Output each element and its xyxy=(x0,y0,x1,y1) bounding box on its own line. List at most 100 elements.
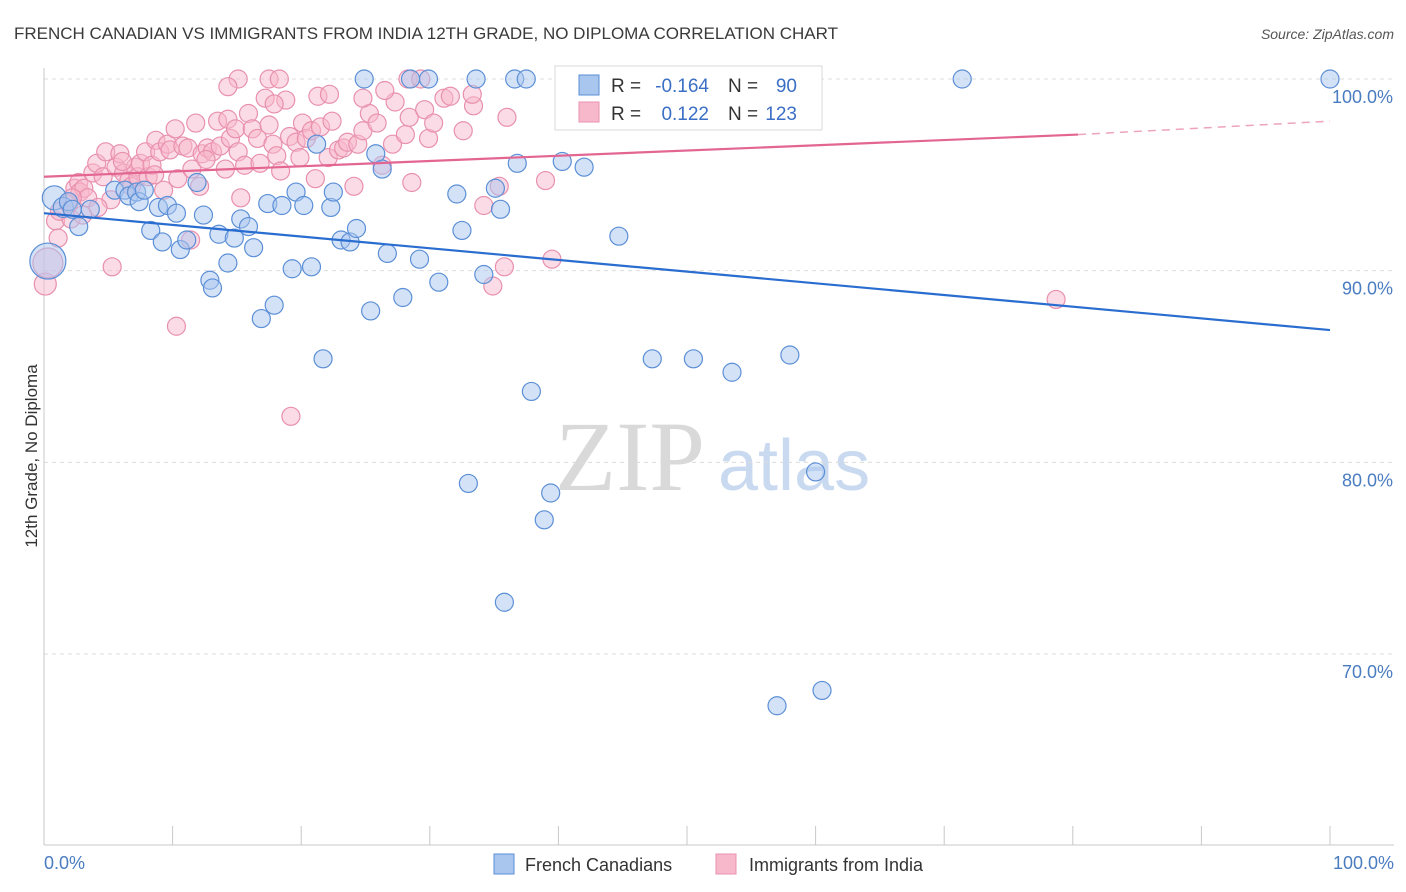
trend-line-india xyxy=(43,133,1078,178)
stats-swatch-blue xyxy=(578,74,600,96)
french-point xyxy=(193,205,214,225)
french-point xyxy=(282,259,302,279)
india-point xyxy=(535,170,556,191)
y-tick-label: 80.0% xyxy=(1342,470,1393,490)
french-point xyxy=(393,287,413,308)
french-point xyxy=(1320,69,1340,89)
india-point xyxy=(367,113,387,133)
india-point xyxy=(186,113,206,133)
x-tick-label-max: 100.0% xyxy=(1333,853,1394,873)
french-point xyxy=(534,510,554,530)
stats-r-label-2: R = xyxy=(611,104,641,125)
french-point xyxy=(272,195,292,216)
legend-label-india: Immigrants from India xyxy=(749,855,924,875)
stats-n-value-1: 90 xyxy=(776,76,797,97)
india-point xyxy=(144,165,165,185)
french-point xyxy=(447,184,467,204)
french-point xyxy=(166,203,187,223)
india-point xyxy=(259,115,279,135)
french-point xyxy=(767,696,787,716)
india-point xyxy=(353,88,373,108)
french-point xyxy=(224,228,244,248)
india-point xyxy=(415,100,435,120)
series-india-points xyxy=(32,69,1066,426)
french-point xyxy=(218,253,238,273)
french-point xyxy=(177,230,197,250)
chart-source: Source: ZipAtlas.com xyxy=(1261,26,1394,42)
watermark-atlas: atlas xyxy=(718,426,870,506)
india-point xyxy=(382,134,403,154)
y-tick-label: 70.0% xyxy=(1342,662,1393,682)
india-point xyxy=(395,124,415,145)
french-point xyxy=(409,249,430,269)
french-point xyxy=(134,180,154,200)
french-point xyxy=(429,272,449,292)
india-point xyxy=(399,107,419,127)
trend-line-india-extrapolated xyxy=(1077,120,1331,136)
french-point xyxy=(494,592,514,612)
french-point xyxy=(466,69,486,89)
french-point xyxy=(244,238,264,258)
french-point xyxy=(780,345,800,365)
india-point xyxy=(375,80,395,101)
french-point xyxy=(152,232,172,252)
india-point xyxy=(102,257,122,277)
french-point xyxy=(609,226,629,246)
french-point xyxy=(541,483,561,503)
french-point xyxy=(361,301,381,321)
french-point xyxy=(516,69,536,89)
french-point xyxy=(490,199,511,219)
french-point xyxy=(29,242,67,280)
french-point xyxy=(301,257,322,277)
french-point xyxy=(474,264,494,285)
legend-label-french: French Canadians xyxy=(525,855,672,875)
india-point xyxy=(226,119,246,139)
y-axis-label: 12th Grade, No Diploma xyxy=(22,364,41,548)
india-point xyxy=(322,111,342,131)
india-point xyxy=(264,94,284,114)
french-point xyxy=(354,69,374,89)
french-point xyxy=(458,473,478,494)
french-point xyxy=(313,349,333,369)
india-point xyxy=(231,188,251,208)
india-point xyxy=(93,167,113,187)
legend-swatch-french xyxy=(493,853,515,875)
india-point xyxy=(344,176,364,196)
india-point xyxy=(165,119,185,139)
india-point xyxy=(218,77,238,97)
trend-line-french xyxy=(43,212,1331,332)
india-point xyxy=(271,161,291,181)
french-point xyxy=(400,69,421,89)
trend-lines xyxy=(43,120,1331,332)
legend-swatch-india xyxy=(715,853,737,875)
chart-title: FRENCH CANADIAN VS IMMIGRANTS FROM INDIA… xyxy=(14,24,838,43)
stats-n-value-2: 123 xyxy=(765,104,797,125)
india-point xyxy=(402,172,422,193)
stats-box: R = -0.164 N = 90 R = 0.122 N = 123 xyxy=(554,65,823,131)
french-point xyxy=(722,362,742,382)
india-point xyxy=(269,69,289,89)
french-point xyxy=(69,216,89,237)
french-point xyxy=(307,134,327,154)
india-point xyxy=(494,257,514,277)
india-point xyxy=(474,195,494,216)
french-point xyxy=(141,220,161,241)
french-point xyxy=(642,349,662,369)
stats-swatch-pink xyxy=(578,101,600,123)
india-point xyxy=(305,169,325,189)
y-tick-label: 100.0% xyxy=(1332,87,1393,107)
stats-r-value-2: 0.122 xyxy=(661,104,709,125)
french-point xyxy=(521,381,541,402)
french-point xyxy=(485,178,505,198)
watermark-zip: ZIP xyxy=(555,401,705,512)
legend: French Canadians Immigrants from India xyxy=(493,853,924,875)
stats-n-label-1: N = xyxy=(728,76,758,97)
india-point xyxy=(168,169,188,189)
french-point xyxy=(346,218,367,239)
french-point xyxy=(187,172,207,193)
french-point xyxy=(507,153,527,173)
french-point xyxy=(323,182,343,202)
series-french-points xyxy=(29,69,1340,716)
french-point xyxy=(452,220,472,241)
